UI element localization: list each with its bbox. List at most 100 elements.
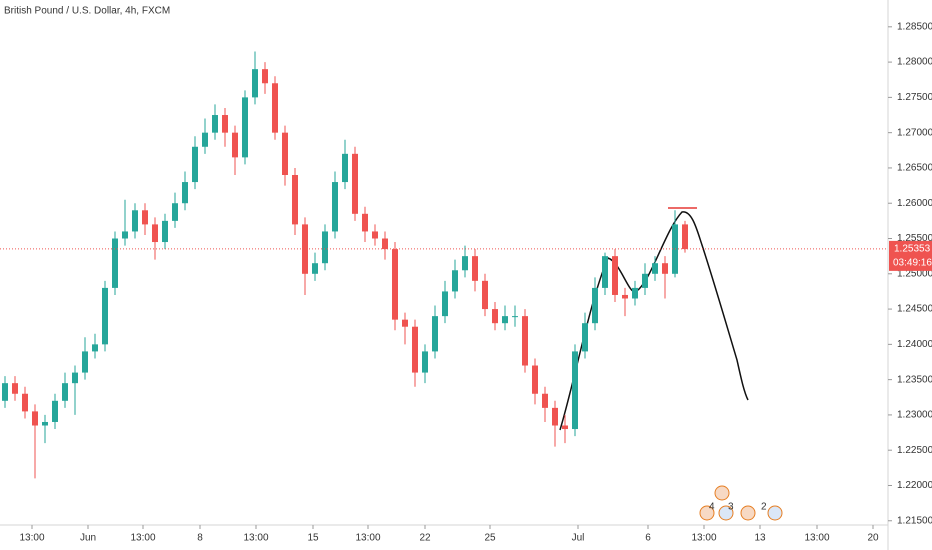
event-icon <box>714 485 730 501</box>
candle-body <box>92 344 98 352</box>
y-tick-label: 1.21500 <box>897 515 932 526</box>
candle-body <box>412 326 418 373</box>
candle-body <box>2 383 8 401</box>
last-price-label: 1.25353 <box>894 244 931 255</box>
candle-body <box>22 393 28 412</box>
x-tick-label: 8 <box>197 533 203 544</box>
candle-body <box>572 351 578 430</box>
candle-body <box>362 213 368 232</box>
candle-body <box>312 263 318 274</box>
chart-title: British Pound / U.S. Dollar, 4h, FXCM <box>4 6 170 17</box>
candle-body <box>232 132 238 158</box>
candle-body <box>422 351 428 373</box>
candle-body <box>612 256 618 295</box>
candle-body <box>472 256 478 281</box>
event-icon <box>767 505 783 521</box>
candle-body <box>622 294 628 299</box>
candle-body <box>632 287 638 299</box>
candle-body <box>482 280 488 310</box>
event-count: 4 <box>709 502 715 513</box>
candle-body <box>512 316 518 318</box>
y-tick-label: 1.22500 <box>897 445 932 456</box>
candle-body <box>452 270 458 292</box>
y-tick-label: 1.22000 <box>897 480 932 491</box>
candle-body <box>132 210 138 232</box>
candle-body <box>562 425 568 430</box>
candle-body <box>302 224 308 274</box>
y-tick-label: 1.28000 <box>897 57 932 68</box>
candle-body <box>222 115 228 133</box>
event-icon <box>718 505 734 521</box>
candle-body <box>352 153 358 214</box>
candle-body <box>462 256 468 271</box>
candle-body <box>162 220 168 243</box>
y-tick-label: 1.27000 <box>897 127 932 138</box>
y-tick-label: 1.28500 <box>897 21 932 32</box>
candle-body <box>642 273 648 288</box>
candle-body <box>292 175 298 225</box>
event-icons: 4 3 2 <box>699 485 783 521</box>
candle-body <box>442 291 448 317</box>
x-tick-label: 15 <box>307 533 319 544</box>
candle-body <box>62 383 68 401</box>
candle-body <box>602 256 608 288</box>
candle-body <box>212 115 218 133</box>
x-tick-label: 13:00 <box>355 533 380 544</box>
x-tick-label: 25 <box>484 533 496 544</box>
candle-body <box>372 231 378 239</box>
x-tick-label: 13:00 <box>243 533 268 544</box>
event-count: 2 <box>761 502 767 513</box>
candle-body <box>542 393 548 408</box>
candle-body <box>262 69 268 84</box>
y-tick-label: 1.24500 <box>897 304 932 315</box>
candle-body <box>252 69 258 98</box>
candle-body <box>432 316 438 352</box>
candle-body <box>662 263 668 274</box>
candle-body <box>332 182 338 232</box>
candle-body <box>342 153 348 183</box>
candle-body <box>282 132 288 175</box>
x-tick-label: 22 <box>419 533 431 544</box>
candle-body <box>322 231 328 264</box>
candle-body <box>592 287 598 324</box>
candle-body <box>192 146 198 183</box>
x-tick-label: 20 <box>867 533 879 544</box>
candle-body <box>652 263 658 274</box>
y-tick-label: 1.26000 <box>897 198 932 209</box>
candle-body <box>172 203 178 221</box>
candle-body <box>142 210 148 225</box>
candle-body <box>152 224 158 243</box>
candle-body <box>552 407 558 426</box>
event-icon <box>740 505 756 521</box>
candle-body <box>382 238 388 250</box>
candle-body <box>272 83 278 133</box>
candle-body <box>492 309 498 324</box>
candle-body <box>182 182 188 204</box>
y-tick-label: 1.25000 <box>897 268 932 279</box>
x-tick-label: 13 <box>754 533 766 544</box>
candle-body <box>242 97 248 158</box>
candle-body <box>682 224 688 250</box>
x-tick-label: 13:00 <box>804 533 829 544</box>
candle-body <box>202 132 208 147</box>
last-price-box <box>889 240 932 271</box>
candle-body <box>52 400 58 422</box>
candle-body <box>102 287 108 345</box>
event-count: 3 <box>728 502 734 513</box>
candle-body <box>72 372 78 384</box>
candle-body <box>12 383 18 394</box>
x-tick-label: 13:00 <box>691 533 716 544</box>
candle-body <box>582 323 588 352</box>
candle-body <box>522 316 528 366</box>
candle-body <box>502 316 508 324</box>
y-tick-label: 1.26500 <box>897 163 932 174</box>
x-tick-label: 13:00 <box>130 533 155 544</box>
candle-body <box>532 365 538 394</box>
y-tick-label: 1.24000 <box>897 339 932 350</box>
candle-body <box>402 319 408 327</box>
event-icon <box>699 505 715 521</box>
x-tick-label: Jul <box>572 533 585 544</box>
x-tick-label: Jun <box>80 533 96 544</box>
candle-body <box>32 411 38 426</box>
